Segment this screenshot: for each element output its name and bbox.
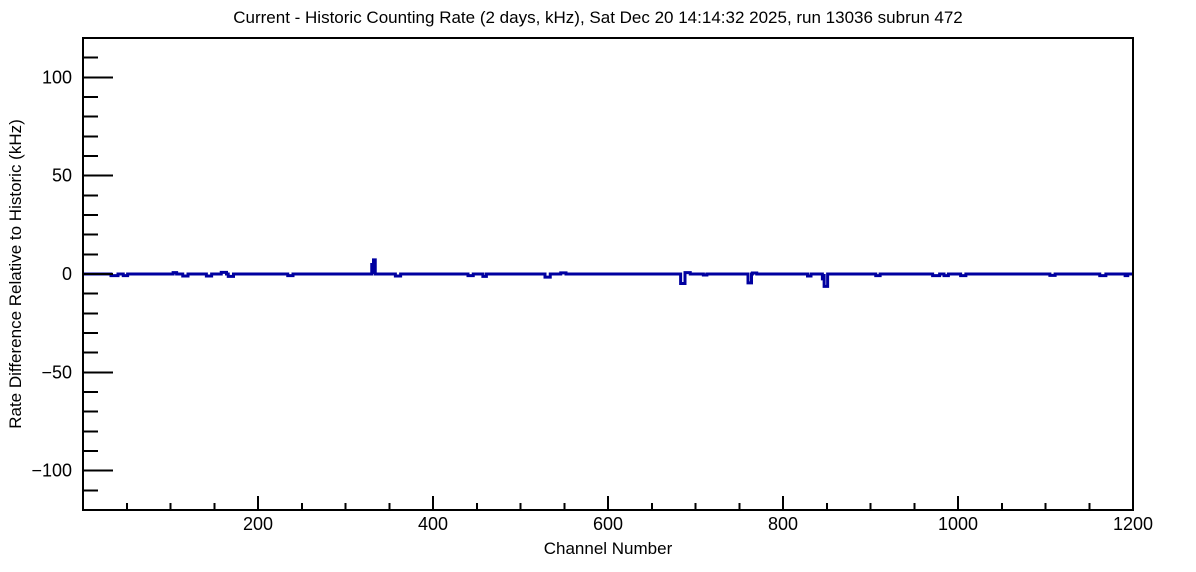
y-tick-label: −50 bbox=[41, 362, 72, 382]
y-tick-label: 50 bbox=[52, 166, 72, 186]
y-tick-label: 100 bbox=[42, 67, 72, 87]
x-tick-label: 600 bbox=[593, 514, 623, 534]
y-axis-title-wrap: Rate Difference Relative to Historic (kH… bbox=[0, 38, 32, 510]
x-tick-label: 800 bbox=[768, 514, 798, 534]
x-tick-label: 400 bbox=[418, 514, 448, 534]
x-tick-label: 1200 bbox=[1113, 514, 1153, 534]
y-tick-label: 0 bbox=[62, 264, 72, 284]
y-tick-label: −100 bbox=[31, 461, 72, 481]
y-axis-title: Rate Difference Relative to Historic (kH… bbox=[6, 119, 25, 429]
plot-title: Current - Historic Counting Rate (2 days… bbox=[233, 8, 963, 27]
x-axis-title: Channel Number bbox=[543, 539, 673, 558]
x-tick-label: 1000 bbox=[938, 514, 978, 534]
x-tick-label: 200 bbox=[243, 514, 273, 534]
histogram-line bbox=[83, 258, 1133, 288]
